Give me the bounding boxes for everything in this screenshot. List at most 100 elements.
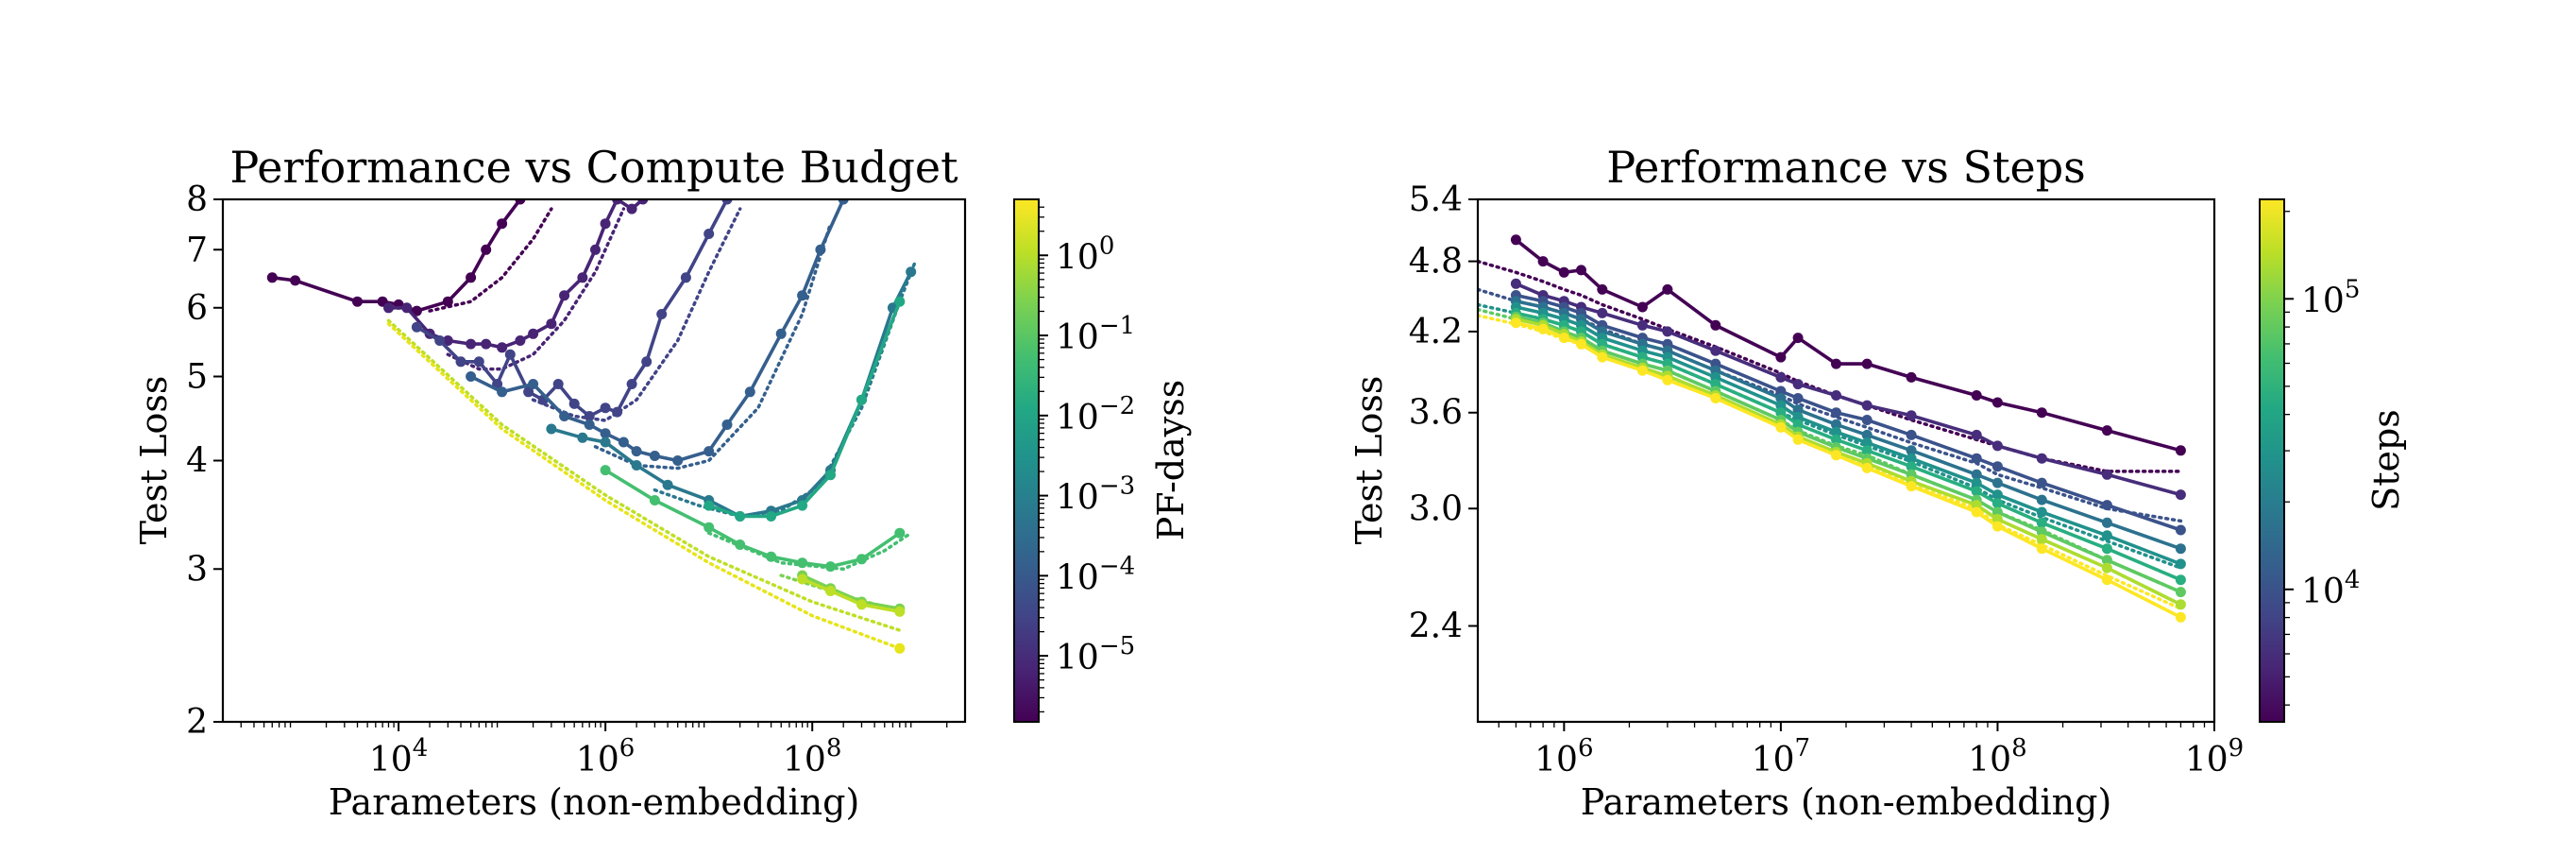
data-point — [1662, 326, 1673, 337]
data-point — [1636, 301, 1648, 313]
data-point — [466, 371, 477, 382]
data-point — [1792, 404, 1804, 416]
data-point — [703, 229, 715, 239]
data-point — [1906, 453, 1917, 464]
fit-curve — [1478, 259, 2183, 473]
data-point — [856, 394, 867, 405]
data-point — [626, 203, 637, 214]
data-point — [590, 244, 601, 255]
x-tick-label: 106 — [1534, 734, 1593, 779]
series-line — [270, 199, 522, 313]
data-point — [1971, 506, 1982, 518]
y-tick-label: 4.8 — [1409, 243, 1463, 282]
data-point — [1636, 365, 1648, 376]
data-point — [856, 599, 867, 610]
chart-compute-budget: Performance vs Compute Budget 104 106 108 2… — [133, 142, 1192, 823]
data-point — [1971, 453, 1982, 464]
data-point — [906, 266, 917, 278]
data-point — [2175, 599, 2186, 610]
data-point — [2175, 574, 2186, 586]
data-point — [1662, 374, 1673, 385]
data-point — [1991, 461, 2003, 472]
data-point — [1792, 393, 1804, 403]
data-point — [1861, 358, 1873, 369]
data-point — [455, 356, 466, 368]
data-point — [894, 296, 906, 307]
data-point — [1831, 426, 1841, 437]
data-point — [1861, 400, 1873, 411]
data-point — [401, 302, 413, 314]
data-point — [600, 402, 611, 414]
y-tick-label: 5.4 — [1409, 180, 1463, 219]
data-point — [1971, 429, 1982, 440]
chart-title: Performance vs Compute Budget — [229, 142, 958, 193]
fit-curve — [652, 259, 918, 519]
data-point — [1775, 371, 1787, 383]
plot-area — [266, 199, 918, 654]
fit-curve — [531, 207, 742, 422]
data-point — [1906, 371, 1917, 383]
series-line — [1514, 282, 2183, 497]
data-point — [1861, 429, 1873, 440]
data-point — [1510, 317, 1521, 329]
x-tick-label: 106 — [576, 734, 635, 779]
data-point — [721, 199, 733, 205]
colorbar-label: PF-dayss — [1150, 380, 1192, 541]
data-point — [2101, 574, 2112, 586]
data-point — [1576, 338, 1586, 350]
data-point — [434, 335, 446, 346]
data-point — [2175, 587, 2186, 598]
x-tick-label: 108 — [1968, 734, 2026, 779]
data-point — [383, 302, 394, 314]
data-point — [703, 446, 715, 457]
data-point — [515, 199, 526, 205]
data-point — [2101, 562, 2112, 574]
colorbar-ticks: 105 104 — [2284, 211, 2360, 706]
plot-area — [1478, 234, 2186, 623]
data-point — [1662, 283, 1673, 295]
data-point — [703, 522, 715, 533]
data-point — [2036, 407, 2047, 419]
data-point — [2036, 517, 2047, 528]
colorbar-tick-label: 10−3 — [1056, 472, 1135, 518]
y-tick-label: 2 — [186, 703, 208, 742]
data-point — [2036, 453, 2047, 464]
data-point — [1861, 437, 1873, 449]
data-point — [1558, 266, 1569, 278]
data-point — [744, 386, 755, 398]
x-axis-label: Parameters (non-embedding) — [1581, 781, 2112, 823]
data-point — [1775, 393, 1787, 403]
x-axis-label: Parameters (non-embedding) — [329, 781, 860, 823]
data-point — [2175, 489, 2186, 501]
data-point — [2101, 543, 2112, 555]
data-point — [1991, 477, 2003, 488]
y-tick-label: 3.6 — [1409, 394, 1463, 433]
y-tick-label: 7 — [186, 231, 208, 269]
data-point — [2101, 530, 2112, 541]
data-point — [577, 432, 588, 443]
series-line — [1514, 238, 2183, 453]
data-point — [1597, 351, 1608, 363]
data-point — [825, 470, 836, 481]
data-point — [2175, 445, 2186, 456]
data-point — [584, 411, 595, 421]
data-point — [2101, 469, 2112, 480]
colorbar-tick-label: 10−2 — [1056, 392, 1135, 437]
data-point — [1991, 498, 2003, 509]
data-point — [2175, 543, 2186, 555]
y-tick-label: 6 — [186, 289, 208, 328]
data-point — [1861, 445, 1873, 456]
data-point — [559, 290, 570, 301]
data-point — [1710, 393, 1721, 403]
data-point — [1906, 461, 1917, 472]
data-point — [411, 305, 422, 317]
colorbar-tick-label: 100 — [1056, 231, 1114, 277]
data-point — [1906, 429, 1917, 440]
data-point — [612, 406, 623, 418]
data-point — [600, 465, 611, 476]
series-line — [800, 574, 902, 611]
y-axis-label: Test Loss — [1348, 376, 1390, 545]
series-line — [1514, 320, 2183, 620]
data-point — [2101, 555, 2112, 566]
